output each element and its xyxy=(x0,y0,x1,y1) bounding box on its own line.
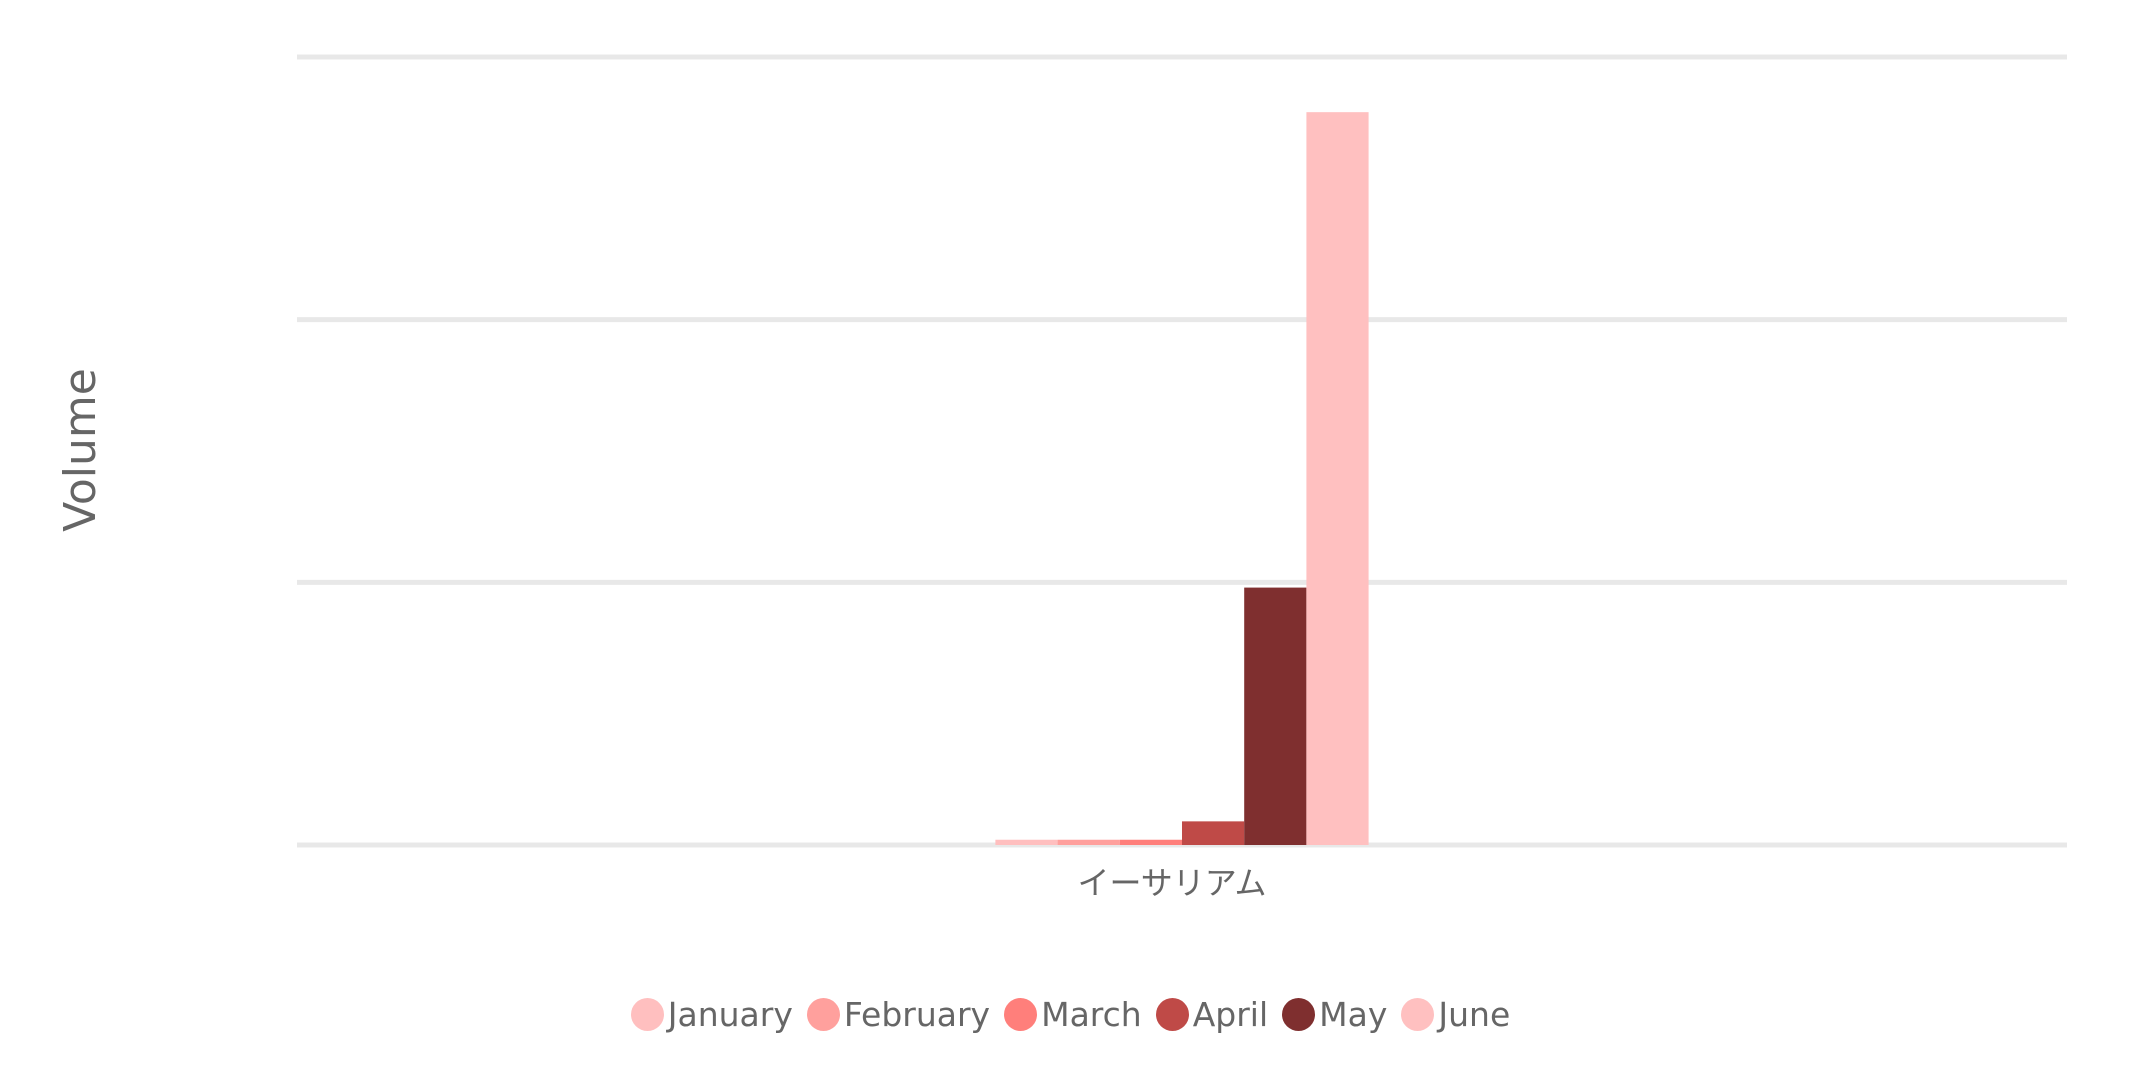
bar-march[interactable] xyxy=(1119,839,1182,845)
legend-label: January xyxy=(667,995,793,1034)
bar-january[interactable] xyxy=(995,839,1058,845)
bar-april[interactable] xyxy=(1182,821,1245,845)
x-tick-label: イーサリアム xyxy=(1077,864,1266,902)
legend-label: June xyxy=(1438,995,1511,1034)
legend-swatch-icon xyxy=(1401,998,1435,1031)
bar-may[interactable] xyxy=(1244,587,1307,845)
legend-label: April xyxy=(1192,995,1269,1034)
legend-swatch-icon xyxy=(1155,998,1189,1031)
legend-item-march[interactable]: March xyxy=(1004,995,1142,1034)
legend-item-june[interactable]: June xyxy=(1401,995,1510,1034)
legend-swatch-icon xyxy=(630,998,664,1031)
legend: January February March April May June xyxy=(0,995,2141,1034)
bars xyxy=(995,112,1369,845)
gridlines xyxy=(297,54,2067,848)
legend-label: May xyxy=(1319,995,1388,1034)
legend-item-february[interactable]: February xyxy=(806,995,991,1034)
legend-swatch-icon xyxy=(806,998,840,1031)
legend-item-may[interactable]: May xyxy=(1282,995,1387,1034)
legend-swatch-icon xyxy=(1004,998,1038,1031)
legend-item-april[interactable]: April xyxy=(1155,995,1269,1034)
y-axis-label: Volume xyxy=(55,368,106,532)
legend-label: March xyxy=(1041,995,1142,1034)
bar-february[interactable] xyxy=(1057,839,1120,845)
legend-swatch-icon xyxy=(1282,998,1316,1031)
legend-item-january[interactable]: January xyxy=(630,995,793,1034)
legend-label: February xyxy=(843,995,991,1034)
bar-june[interactable] xyxy=(1306,112,1369,845)
